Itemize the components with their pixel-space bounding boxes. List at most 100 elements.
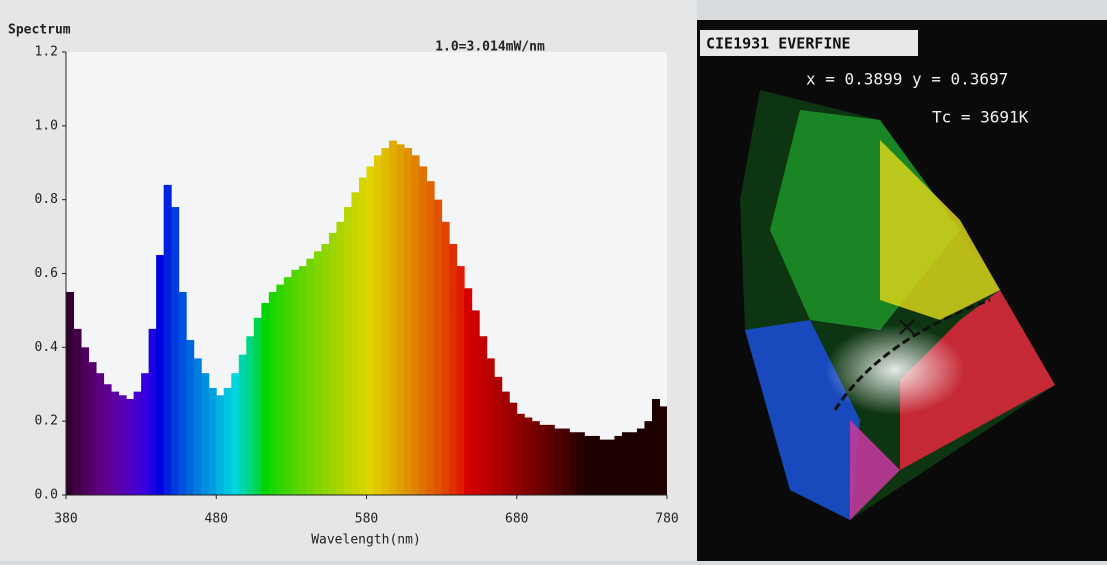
- spectrum-bar: [193, 358, 202, 495]
- spectrum-bar: [276, 284, 285, 495]
- spectrum-bar: [118, 395, 127, 495]
- spectrum-bar: [201, 373, 210, 495]
- spectrum-bar: [141, 373, 150, 495]
- white-point-glow: [825, 325, 965, 415]
- cie-cct: Tc = 3691K: [932, 108, 1029, 127]
- spectrum-bar: [501, 391, 510, 495]
- y-tick-label: 0.0: [35, 488, 58, 503]
- spectrum-bar: [298, 266, 307, 495]
- cie-title-box: [700, 30, 918, 56]
- spectrum-bar: [396, 144, 405, 495]
- spectrum-bar: [456, 266, 465, 495]
- spectrum-bar: [644, 421, 653, 495]
- spectrum-bar: [366, 166, 375, 495]
- spectrum-bar: [479, 336, 488, 495]
- spectrum-bar: [494, 376, 503, 495]
- x-tick-label: 380: [54, 512, 77, 527]
- spectrum-bar: [283, 277, 292, 495]
- y-tick-label: 0.8: [35, 192, 58, 207]
- x-axis-label: Wavelength(nm): [311, 533, 421, 548]
- x-tick-label: 580: [355, 512, 378, 527]
- spectrum-bar: [614, 435, 623, 495]
- spectrum-bar: [313, 251, 322, 495]
- annotation: 1.0=3.014mW/nm: [435, 40, 545, 55]
- spectrum-bar: [88, 362, 97, 495]
- spectrum-bar: [606, 439, 615, 495]
- spectrum-bar: [358, 177, 367, 495]
- spectrum-bar: [133, 391, 142, 495]
- spectrum-bar: [268, 291, 277, 495]
- purple-region: [850, 420, 900, 520]
- spectrum-bar: [291, 269, 300, 495]
- spectrum-bar: [539, 424, 548, 495]
- cie-diagram: [740, 90, 1055, 520]
- spectrum-bar: [629, 432, 638, 495]
- ticks: 0.0 0.2 0.4 0.6 0.8 1.0 1.2 380 480 580 680 780: [35, 45, 679, 527]
- point-marker: [899, 319, 915, 335]
- spectrum-bar: [171, 207, 180, 495]
- spectrum-bar: [126, 399, 135, 495]
- spectrum-bar: [561, 428, 570, 495]
- spectrum-bars: [66, 140, 667, 495]
- x-tick-label: 680: [505, 512, 528, 527]
- spectrum-bar: [576, 432, 585, 495]
- spectrum-bar: [509, 402, 518, 495]
- spectrum-bar: [531, 421, 540, 495]
- spectrum-bar: [516, 413, 525, 495]
- spectrum-bar: [569, 432, 578, 495]
- spectrum-bar: [471, 310, 480, 495]
- spectrum-bar: [343, 207, 352, 495]
- spectrum-bar: [306, 258, 315, 495]
- spectrum-bar: [659, 406, 667, 495]
- x-tick-label: 780: [655, 512, 678, 527]
- spectrum-bar: [389, 140, 398, 495]
- spectrum-bar: [246, 336, 255, 495]
- spectrum-bar: [381, 147, 390, 495]
- spectrum-bar: [156, 255, 165, 495]
- y-tick-label: 1.0: [35, 118, 58, 133]
- spectrum-bar: [81, 347, 90, 495]
- spectrum-bar: [404, 147, 413, 495]
- spectrum-bar: [524, 417, 533, 495]
- cie-coordinates: x = 0.3899 y = 0.3697: [806, 70, 1008, 89]
- spectrum-bar: [253, 317, 262, 495]
- red-region: [900, 290, 1055, 470]
- spectrum-bar: [73, 328, 82, 495]
- spectrum-bar: [651, 399, 660, 495]
- spectrum-bar: [636, 428, 645, 495]
- spectrum-bar: [546, 424, 555, 495]
- cie-title: CIE1931 EVERFINE: [706, 35, 851, 53]
- spectrum-bar: [449, 243, 458, 495]
- spectrum-bar: [66, 291, 75, 495]
- chart-title: Spectrum: [8, 23, 71, 38]
- spectrum-bar: [111, 391, 120, 495]
- spectrum-bar: [426, 181, 435, 495]
- yellow-region: [880, 140, 1000, 320]
- spectrum-bar: [328, 232, 337, 495]
- spectrum-bar: [163, 184, 172, 495]
- spectrum-bar: [96, 373, 105, 495]
- spectrum-bar: [148, 328, 157, 495]
- spectrum-bar: [321, 243, 330, 495]
- x-tick-label: 480: [205, 512, 228, 527]
- spectrum-bar: [554, 428, 563, 495]
- spectrum-bar: [486, 358, 495, 495]
- spectrum-bar: [441, 221, 450, 495]
- spectrum-bar: [434, 199, 443, 495]
- y-tick-label: 0.6: [35, 266, 58, 281]
- y-tick-label: 0.4: [35, 340, 59, 355]
- spectrum-bar: [103, 384, 112, 495]
- spectrum-bar: [231, 373, 240, 495]
- spectrum-bar: [223, 387, 232, 495]
- spectrum-bar: [186, 339, 195, 495]
- spectrum-bar: [336, 221, 345, 495]
- spectrum-bar: [374, 155, 383, 495]
- spectrum-bar: [351, 192, 360, 495]
- spectrum-bar: [419, 166, 428, 495]
- spectrum-bar: [584, 435, 593, 495]
- planckian-locus: [833, 298, 991, 411]
- spectrum-bar: [464, 288, 473, 495]
- y-tick-label: 0.2: [35, 414, 58, 429]
